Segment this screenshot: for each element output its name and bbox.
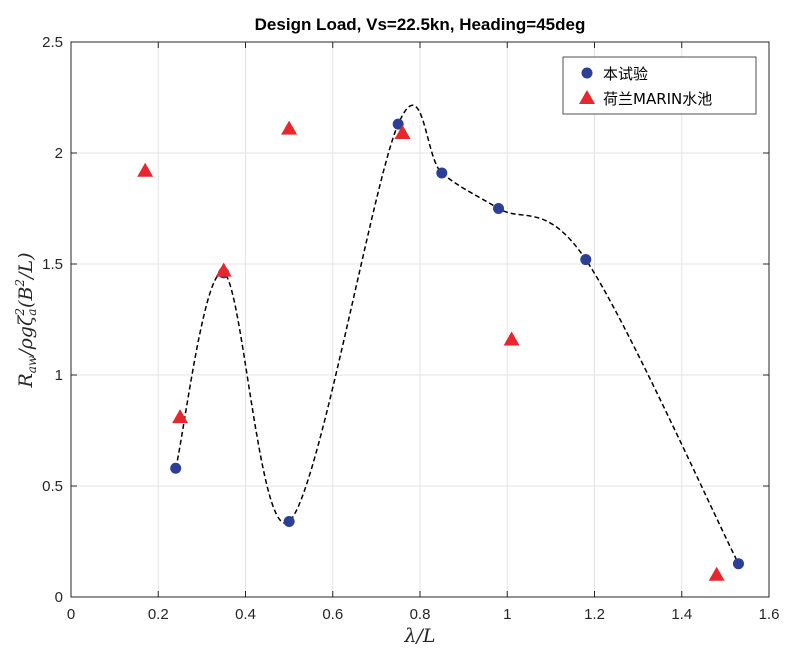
- y-axis-label: Raw/ρgζa2(B2/L): [13, 252, 39, 388]
- data-point-series-2: [708, 566, 725, 581]
- data-point-series-1: [493, 203, 505, 214]
- x-tick-label: 0.8: [410, 606, 431, 623]
- x-tick-label: 1.6: [759, 606, 780, 623]
- data-point-series-2: [172, 409, 189, 424]
- data-point-series-2: [394, 125, 411, 140]
- data-point-series-2: [503, 331, 520, 346]
- y-tick-label: 2.5: [42, 34, 63, 51]
- data-point-series-1: [436, 167, 448, 179]
- axis-ticks: [70, 41, 770, 598]
- data-point-series-2: [137, 162, 154, 177]
- x-tick-label: 1: [503, 606, 511, 623]
- data-point-series-1: [732, 558, 744, 570]
- y-label-part: a: [25, 309, 39, 316]
- y-tick-label: 2: [55, 145, 63, 162]
- x-axis-label: λ/L: [403, 625, 435, 647]
- x-tick-label: 1.4: [671, 606, 692, 623]
- legend-label-series-2: 荷兰MARIN水池: [603, 90, 712, 108]
- legend-marker-triangle: [579, 90, 595, 104]
- legend-box: [562, 56, 757, 115]
- legend: 本试验 荷兰MARIN水池: [562, 56, 757, 115]
- data-points-layer: [137, 118, 744, 581]
- x-tick-label: 0.4: [235, 606, 256, 623]
- x-tick-label: 1.2: [584, 606, 605, 623]
- y-label-part: /ρgζ: [15, 314, 37, 358]
- y-label-part: (B: [15, 287, 37, 308]
- data-point-series-2: [215, 262, 232, 277]
- y-label-part: 2: [13, 308, 27, 317]
- chart-title: Design Load, Vs=22.5kn, Heading=45deg: [255, 15, 586, 34]
- y-tick-label: 1.5: [42, 256, 63, 273]
- y-tick-label: 0.5: [42, 478, 63, 495]
- y-label-part: aw: [25, 355, 39, 373]
- tick-labels: 0 0.2 0.4 0.6 0.8 1 1.2 1.4 1.6 0 0.5 1 1.5 2 2.5: [42, 34, 779, 623]
- data-point-series-2: [281, 120, 298, 135]
- data-point-series-1: [580, 254, 592, 266]
- data-point-series-1: [283, 516, 295, 528]
- x-tick-label: 0.2: [148, 606, 169, 623]
- x-tick-label: 0: [67, 606, 75, 623]
- data-point-series-1: [392, 118, 404, 130]
- grid-lines: [71, 42, 769, 597]
- y-label-part: /L): [15, 252, 37, 280]
- y-tick-label: 0: [55, 589, 63, 606]
- y-label-part: 2: [13, 279, 27, 288]
- legend-marker-circle: [581, 67, 593, 79]
- legend-label-series-1: 本试验: [603, 65, 648, 83]
- y-tick-label: 1: [55, 367, 63, 384]
- x-tick-label: 0.6: [322, 606, 343, 623]
- y-label-part: R: [15, 373, 37, 388]
- data-point-series-1: [170, 462, 182, 474]
